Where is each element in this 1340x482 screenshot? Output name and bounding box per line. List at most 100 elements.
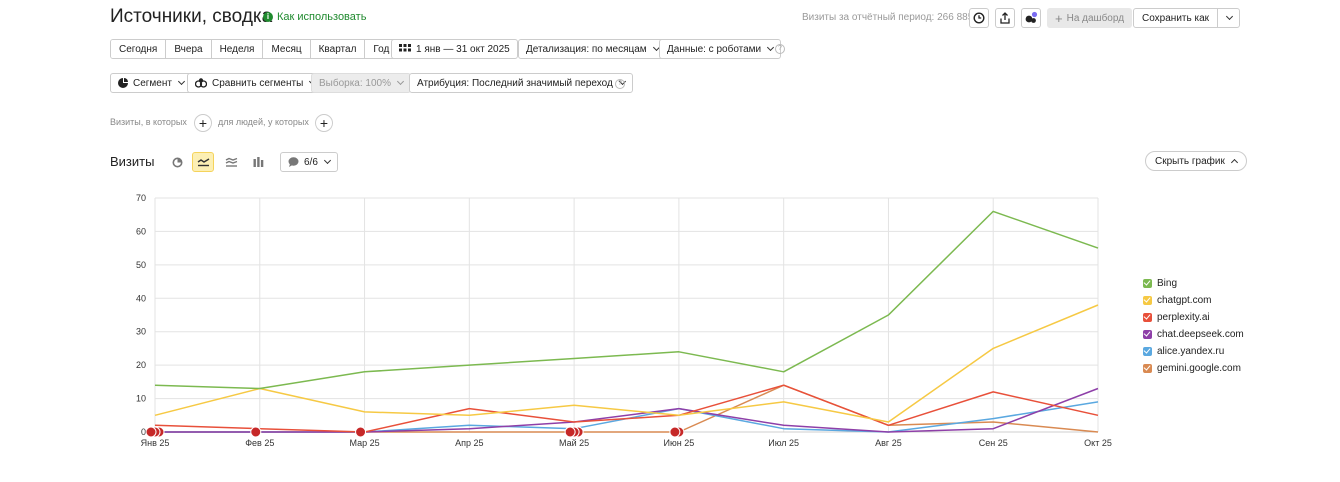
visits-total: Визиты за отчётный период: 266 885: [802, 12, 974, 23]
x-tick-label: Июн 25: [664, 438, 695, 448]
compare-segments-dropdown[interactable]: Сравнить сегменты: [187, 73, 324, 93]
chart-legend: Bing chatgpt.com perplexity.ai chat.deepsee…: [1143, 275, 1244, 377]
plus-icon: +: [1055, 10, 1063, 26]
period-quarter[interactable]: Квартал: [310, 40, 366, 58]
y-tick-label: 20: [136, 360, 146, 370]
date-range-label: 1 янв — 31 окт 2025: [416, 43, 510, 55]
y-tick-label: 30: [136, 327, 146, 337]
legend-label: chatgpt.com: [1157, 295, 1212, 306]
line-chart-icon: [197, 158, 209, 167]
save-menu-toggle[interactable]: [1217, 9, 1239, 27]
date-range-picker[interactable]: 1 янв — 31 окт 2025: [391, 39, 518, 59]
clock-icon: [973, 12, 985, 24]
plus-icon: +: [198, 115, 208, 131]
bar-chart-toggle[interactable]: [247, 152, 269, 172]
pie-icon: [118, 78, 128, 88]
checkbox-icon[interactable]: [1143, 313, 1152, 322]
legend-item[interactable]: perplexity.ai: [1143, 309, 1244, 326]
y-tick-label: 50: [136, 260, 146, 270]
checkbox-icon[interactable]: [1143, 279, 1152, 288]
period-yesterday[interactable]: Вчера: [166, 40, 212, 58]
help-icon[interactable]: ?: [775, 44, 785, 54]
pie-chart-toggle[interactable]: [166, 152, 188, 172]
sample-label: Выборка: 100%: [319, 77, 391, 89]
series-line: [155, 387, 1099, 433]
y-tick-label: 40: [136, 293, 146, 303]
export-button[interactable]: [995, 8, 1015, 28]
period-selector: Сегодня Вчера Неделя Месяц Квартал Год: [110, 39, 399, 59]
add-to-dashboard-button[interactable]: + На дашборд: [1047, 8, 1133, 28]
plus-icon: +: [319, 115, 329, 131]
chart-title: Визиты: [110, 154, 155, 169]
series-line: [154, 210, 1099, 390]
period-month[interactable]: Месяц: [263, 40, 311, 58]
visits-filter-label: Визиты, в которых: [110, 117, 187, 127]
help-icon[interactable]: ?: [615, 79, 625, 89]
annotation-marker: [355, 426, 367, 438]
attribution-dropdown[interactable]: Атрибуция: Последний значимый переход: [409, 73, 633, 93]
legend-label: alice.yandex.ru: [1157, 346, 1225, 357]
legend-label: chat.deepseek.com: [1157, 329, 1244, 340]
x-tick-label: Авг 25: [875, 438, 902, 448]
history-button[interactable]: [969, 8, 989, 28]
annotation-marker: [145, 426, 157, 438]
annotation-marker: [564, 426, 576, 438]
x-tick-label: Сен 25: [979, 438, 1008, 448]
legend-item[interactable]: gemini.google.com: [1143, 360, 1244, 377]
checkbox-icon[interactable]: [1143, 364, 1152, 373]
pie-chart-icon: [172, 157, 182, 167]
legend-item[interactable]: chat.deepseek.com: [1143, 326, 1244, 343]
series-line: [155, 384, 1099, 433]
x-tick-label: Окт 25: [1084, 438, 1112, 448]
data-label: Данные: с роботами: [667, 43, 762, 55]
x-tick-label: Апр 25: [455, 438, 483, 448]
series-selector[interactable]: 6/6: [280, 152, 338, 172]
x-tick-label: Мар 25: [349, 438, 379, 448]
add-people-condition-button[interactable]: +: [315, 114, 333, 132]
checkbox-icon[interactable]: [1143, 330, 1152, 339]
y-tick-label: 10: [136, 394, 146, 404]
add-visit-condition-button[interactable]: +: [194, 114, 212, 132]
hide-chart-label: Скрыть график: [1155, 155, 1225, 167]
series-line: [154, 384, 1099, 433]
assistant-button[interactable]: [1021, 8, 1041, 28]
calendar-icon: [399, 44, 411, 52]
series-line: [154, 304, 1099, 423]
compare-label: Сравнить сегменты: [212, 77, 304, 89]
x-tick-label: Янв 25: [141, 438, 170, 448]
how-to-use-label: Как использовать: [277, 11, 367, 23]
area-chart-toggle[interactable]: [220, 152, 242, 172]
area-chart-icon: [225, 157, 237, 167]
annotation-marker: [669, 426, 681, 438]
legend-item[interactable]: Bing: [1143, 275, 1244, 292]
y-tick-label: 0: [141, 427, 146, 437]
y-tick-label: 70: [136, 193, 146, 203]
people-filter-label: для людей, у которых: [218, 117, 309, 127]
legend-item[interactable]: alice.yandex.ru: [1143, 343, 1244, 360]
legend-label: Bing: [1157, 278, 1178, 289]
save-as-label: Сохранить как: [1142, 12, 1210, 24]
how-to-use-link[interactable]: i Как использовать: [263, 11, 366, 23]
compare-icon: [195, 78, 207, 88]
dashboard-label: На дашборд: [1066, 12, 1125, 24]
segment-label: Сегмент: [133, 77, 172, 89]
checkbox-icon[interactable]: [1143, 347, 1152, 356]
line-chart-toggle[interactable]: [192, 152, 214, 172]
annotation-marker: [250, 426, 262, 438]
hide-chart-button[interactable]: Скрыть график: [1145, 151, 1247, 171]
sample-dropdown: Выборка: 100%: [311, 73, 411, 93]
checkbox-icon[interactable]: [1143, 296, 1152, 305]
series-line: [155, 401, 1099, 433]
attribution-label: Атрибуция: Последний значимый переход: [417, 77, 613, 89]
period-week[interactable]: Неделя: [211, 40, 264, 58]
bar-chart-icon: [253, 157, 263, 167]
period-year[interactable]: Год: [365, 40, 398, 58]
legend-item[interactable]: chatgpt.com: [1143, 292, 1244, 309]
x-tick-label: Июл 25: [768, 438, 799, 448]
info-icon: i: [263, 12, 273, 22]
period-today[interactable]: Сегодня: [111, 40, 167, 58]
comment-icon: [288, 157, 299, 167]
ai-assistant-icon: [1025, 11, 1038, 23]
save-as-button[interactable]: Сохранить как: [1133, 8, 1241, 28]
